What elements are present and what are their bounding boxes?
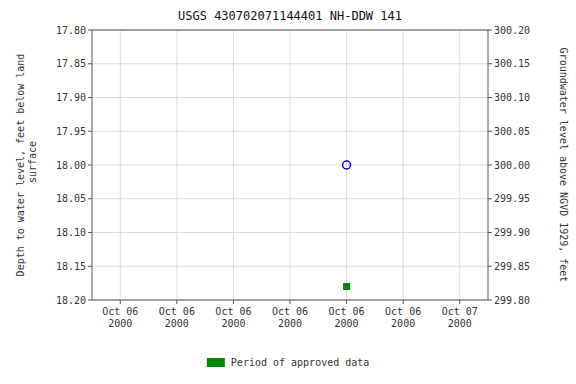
y-tick-label: 18.00 (56, 160, 86, 171)
title: USGS 430702071144401 NH-DDW 141 (178, 9, 402, 23)
y-tick (88, 97, 92, 98)
x-tick-label: Oct 062000 (159, 306, 195, 329)
y-tick-label: 17.90 (56, 92, 86, 103)
y2-tick-label: 300.15 (494, 58, 530, 69)
y2-tick (488, 97, 492, 98)
x-tick (403, 300, 404, 304)
y-tick-label: 18.10 (56, 227, 86, 238)
grid (92, 30, 488, 300)
y-tick (88, 30, 92, 31)
y2-tick-label: 299.80 (494, 295, 530, 306)
y2-tick-label: 299.85 (494, 261, 530, 272)
x-tick-label: Oct 072000 (442, 306, 478, 329)
y2-tick-label: 300.10 (494, 92, 530, 103)
y-tick-label: 17.80 (56, 25, 86, 36)
y2-tick (488, 131, 492, 132)
y-tick (88, 232, 92, 233)
y2-tick-label: 299.90 (494, 227, 530, 238)
grid-line (346, 30, 347, 300)
y2-tick-label: 300.20 (494, 25, 530, 36)
y-tick (88, 63, 92, 64)
x-tick-label: Oct 062000 (102, 306, 138, 329)
x-tick (290, 300, 291, 304)
chart: 17.80 17.85 17.90 17.95 18.00 18.05 18.10 18.15… (0, 0, 576, 384)
legend-swatch (207, 358, 225, 367)
y-tick (88, 165, 92, 166)
y-tick-label: 18.05 (56, 193, 86, 204)
x-tick-label: Oct 062000 (385, 306, 421, 329)
point (343, 283, 350, 290)
y2-tick (488, 266, 492, 267)
x-tick (346, 300, 347, 304)
y2-tick (488, 63, 492, 64)
y2-tick (488, 232, 492, 233)
plot-frame (92, 30, 488, 300)
y2-tick-label: 299.95 (494, 193, 530, 204)
x-tick (233, 300, 234, 304)
x-tick (459, 300, 460, 304)
y-tick-label: 18.15 (56, 261, 86, 272)
x-tick (176, 300, 177, 304)
y-tick-label: 17.95 (56, 126, 86, 137)
y2-tick (488, 30, 492, 31)
y-tick (88, 198, 92, 199)
y-tick-label: 18.20 (56, 295, 86, 306)
grid-line (403, 30, 404, 300)
grid-line (459, 30, 460, 300)
y-axis-label: Depth to water level, feet below land su… (15, 54, 38, 277)
legend: Period of approved data (207, 357, 369, 368)
grid-line (176, 30, 177, 300)
point (343, 161, 351, 169)
y2-tick (488, 198, 492, 199)
y2-tick-label: 300.00 (494, 160, 530, 171)
y-tick (88, 300, 92, 301)
grid-line (120, 30, 121, 300)
y2-tick (488, 165, 492, 166)
marks (343, 161, 351, 290)
y-tick (88, 266, 92, 267)
x-tick-label: Oct 062000 (215, 306, 251, 329)
x-tick-label: Oct 062000 (329, 306, 365, 329)
y-tick-label: 17.85 (56, 58, 86, 69)
legend-label: Period of approved data (231, 357, 369, 368)
grid-line (233, 30, 234, 300)
y-tick (88, 131, 92, 132)
x-tick (120, 300, 121, 304)
x-tick-label: Oct 062000 (272, 306, 308, 329)
y2-tick (488, 300, 492, 301)
grid-line (290, 30, 291, 300)
y2-tick-label: 300.05 (494, 126, 530, 137)
y2-axis-label: Groundwater level above NGVD 1929, feet (558, 48, 569, 283)
